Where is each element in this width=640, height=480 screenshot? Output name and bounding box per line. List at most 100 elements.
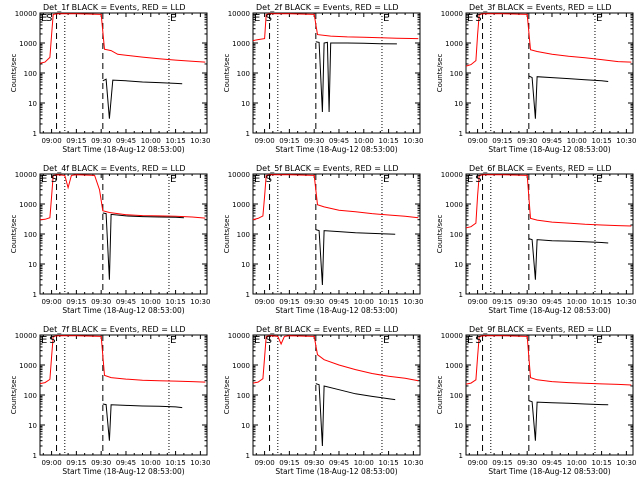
y-tick-label: 1000 <box>445 362 463 370</box>
x-tick-label: 09:30 <box>304 298 324 306</box>
x-tick-label: 10:15 <box>165 459 185 467</box>
events-series-line <box>315 383 396 447</box>
x-tick-label: 09:15 <box>66 459 86 467</box>
y-tick-label: 1 <box>33 291 37 299</box>
start-marker-label: S <box>266 13 272 24</box>
x-tick-label: 09:45 <box>116 298 136 306</box>
x-tick-label: 09:45 <box>542 137 562 145</box>
x-tick-label: 10:30 <box>190 298 210 306</box>
start-marker-label: S <box>266 335 272 346</box>
panel-title: Det_4f BLACK = Events, RED = LLD <box>43 164 186 173</box>
y-tick-label: 10 <box>28 422 37 430</box>
x-tick-label: 09:30 <box>517 298 537 306</box>
y-tick-label: 1 <box>246 291 250 299</box>
event-marker-label: E <box>41 174 47 185</box>
y-tick-label: 100 <box>237 392 250 400</box>
panel-title: Det_2f BLACK = Events, RED = LLD <box>256 3 399 12</box>
lld-series-line <box>466 335 632 386</box>
y-tick-label: 1000 <box>232 201 250 209</box>
x-tick-label: 10:00 <box>567 298 587 306</box>
y-tick-label: 1 <box>33 130 37 138</box>
events-series-line <box>528 400 609 441</box>
y-tick-label: 10 <box>241 422 250 430</box>
event-marker-label: E <box>467 174 473 185</box>
x-tick-label: 10:15 <box>165 137 185 145</box>
y-tick-label: 10000 <box>441 171 463 179</box>
y-tick-label: 10000 <box>441 10 463 18</box>
lld-series-line <box>253 174 419 221</box>
events-series-line <box>315 41 397 113</box>
x-axis-title: Start Time (18-Aug-12 08:53:00) <box>275 467 397 476</box>
x-tick-label: 09:45 <box>329 298 349 306</box>
x-tick-label: 10:00 <box>567 137 587 145</box>
y-tick-label: 10 <box>454 422 463 430</box>
x-tick-label: 09:30 <box>304 459 324 467</box>
y-tick-label: 10 <box>454 261 463 269</box>
y-axis-title: Counts/sec <box>436 376 444 415</box>
start-marker-label: S <box>475 174 481 185</box>
x-tick-label: 09:15 <box>492 298 512 306</box>
y-tick-label: 100 <box>450 70 463 78</box>
lld-series-line <box>466 174 632 229</box>
x-tick-label: 09:30 <box>517 137 537 145</box>
y-axis-title: Counts/sec <box>436 215 444 254</box>
start-marker-label: S <box>46 13 52 24</box>
panel-title: Det_7f BLACK = Events, RED = LLD <box>43 325 186 334</box>
y-tick-label: 100 <box>450 231 463 239</box>
events-series-line <box>102 78 183 119</box>
x-axis-title: Start Time (18-Aug-12 08:53:00) <box>62 306 184 315</box>
y-tick-label: 1 <box>459 291 463 299</box>
y-tick-label: 10 <box>28 261 37 269</box>
y-tick-label: 10 <box>454 100 463 108</box>
events-series-line <box>315 229 396 286</box>
events-series-line <box>528 75 609 119</box>
x-tick-label: 09:15 <box>492 459 512 467</box>
event-marker-label: E <box>254 335 260 346</box>
y-tick-label: 100 <box>237 70 250 78</box>
x-tick-label: 09:15 <box>279 137 299 145</box>
x-tick-label: 09:00 <box>254 137 274 145</box>
y-tick-label: 100 <box>24 392 37 400</box>
x-axis-title: Start Time (18-Aug-12 08:53:00) <box>62 145 184 154</box>
x-tick-label: 09:15 <box>66 298 86 306</box>
x-tick-label: 09:00 <box>467 137 487 145</box>
y-tick-label: 1000 <box>232 40 250 48</box>
panel-7: Det_7f BLACK = Events, RED = LLD 1 10 100 10… <box>10 325 210 476</box>
y-tick-label: 10 <box>241 100 250 108</box>
x-tick-label: 09:45 <box>116 459 136 467</box>
y-axis-title: Counts/sec <box>223 54 231 93</box>
lld-series-line <box>253 13 419 42</box>
x-tick-label: 10:15 <box>591 298 611 306</box>
y-tick-label: 10000 <box>15 332 37 340</box>
x-axis-title: Start Time (18-Aug-12 08:53:00) <box>275 145 397 154</box>
y-tick-label: 10000 <box>15 171 37 179</box>
x-tick-label: 09:00 <box>467 459 487 467</box>
x-tick-label: 10:30 <box>616 298 636 306</box>
event-marker-label: E <box>467 335 473 346</box>
y-tick-label: 1 <box>459 452 463 460</box>
x-tick-label: 10:00 <box>354 298 374 306</box>
y-tick-label: 1000 <box>445 201 463 209</box>
x-tick-label: 10:30 <box>190 459 210 467</box>
y-tick-label: 10 <box>241 261 250 269</box>
x-tick-label: 10:15 <box>165 298 185 306</box>
x-tick-label: 10:00 <box>141 298 161 306</box>
x-tick-label: 09:00 <box>41 137 61 145</box>
event-marker-label: E <box>383 13 389 24</box>
x-tick-label: 09:15 <box>66 137 86 145</box>
x-tick-label: 09:30 <box>517 459 537 467</box>
lld-series-line <box>40 174 206 221</box>
y-tick-label: 1000 <box>445 40 463 48</box>
event-marker-label: E <box>383 174 389 185</box>
x-tick-label: 10:15 <box>378 459 398 467</box>
x-tick-label: 10:30 <box>403 298 423 306</box>
y-axis-title: Counts/sec <box>10 376 18 415</box>
x-tick-label: 10:00 <box>354 459 374 467</box>
x-tick-label: 10:15 <box>591 459 611 467</box>
panel-8: Det_8f BLACK = Events, RED = LLD 1 10 100 10… <box>223 325 423 476</box>
panel-2: Det_2f BLACK = Events, RED = LLD 1 10 100 10… <box>223 3 423 154</box>
lld-series-line <box>40 335 206 385</box>
x-tick-label: 10:30 <box>403 137 423 145</box>
y-tick-label: 1000 <box>19 201 37 209</box>
